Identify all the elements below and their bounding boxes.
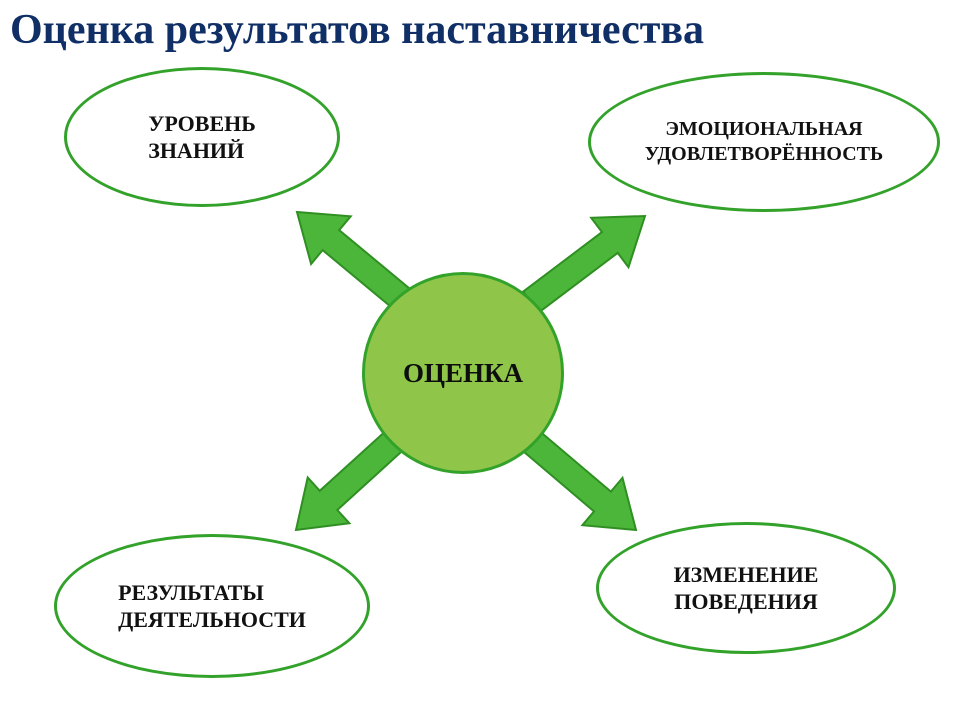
ellipse-bottom-left: РЕЗУЛЬТАТЫ ДЕЯТЕЛЬНОСТИ <box>54 534 370 678</box>
center-node: ОЦЕНКА <box>362 272 564 474</box>
center-node-label: ОЦЕНКА <box>403 358 523 389</box>
ellipse-top-left: УРОВЕНЬ ЗНАНИЙ <box>64 67 340 207</box>
ellipse-top-right-label: ЭМОЦИОНАЛЬНАЯ УДОВЛЕТВОРЁННОСТЬ <box>645 117 884 167</box>
ellipse-bottom-left-label: РЕЗУЛЬТАТЫ ДЕЯТЕЛЬНОСТИ <box>118 579 306 634</box>
ellipse-bottom-right: ИЗМЕНЕНИЕ ПОВЕДЕНИЯ <box>596 522 896 654</box>
diagram-stage: Оценка результатов наставничества ОЦЕНКА… <box>0 0 960 720</box>
ellipse-bottom-right-label: ИЗМЕНЕНИЕ ПОВЕДЕНИЯ <box>674 561 819 616</box>
ellipse-top-left-label: УРОВЕНЬ ЗНАНИЙ <box>148 110 256 165</box>
arrow-br <box>522 430 636 530</box>
page-title: Оценка результатов наставничества <box>10 6 704 54</box>
arrow-tr <box>523 216 645 312</box>
arrow-tl <box>297 212 411 310</box>
arrow-bl <box>296 430 404 530</box>
ellipse-top-right: ЭМОЦИОНАЛЬНАЯ УДОВЛЕТВОРЁННОСТЬ <box>588 72 940 212</box>
